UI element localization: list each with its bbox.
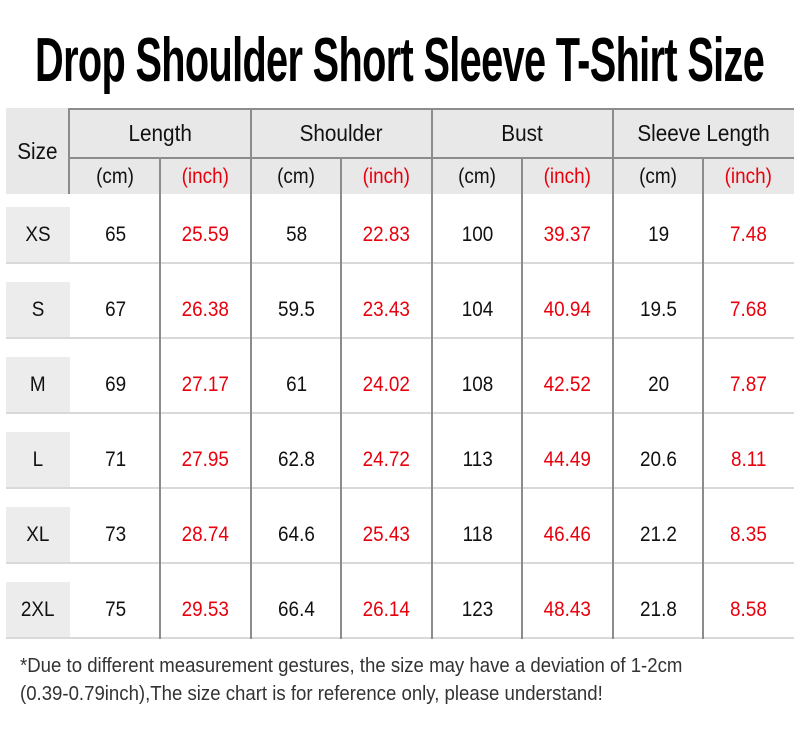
unit-header-inch: (inch) <box>160 159 251 194</box>
unit-header-cm: (cm) <box>251 159 342 194</box>
footnote-line-1: *Due to different measurement gestures, … <box>20 655 683 677</box>
value-cell: 26.38 <box>160 282 251 339</box>
column-divider <box>702 159 704 639</box>
size-label: XS <box>6 207 70 264</box>
value-cell: 113 <box>432 432 523 489</box>
value-cell: 118 <box>432 507 523 564</box>
size-label: M <box>6 357 70 414</box>
page-title: Drop Shoulder Short Sleeve T-Shirt Size <box>0 0 800 108</box>
size-label: 2XL <box>6 582 70 639</box>
value-cell: 26.14 <box>341 582 432 639</box>
value-cell: 8.58 <box>703 582 794 639</box>
column-divider <box>431 108 433 639</box>
value-cell: 24.72 <box>341 432 432 489</box>
value-cell: 7.48 <box>703 207 794 264</box>
value-cell: 40.94 <box>522 282 613 339</box>
unit-header-inch: (inch) <box>703 159 794 194</box>
page-title-text: Drop Shoulder Short Sleeve T-Shirt Size <box>35 25 765 95</box>
header-size: Size <box>6 108 70 194</box>
value-cell: 24.02 <box>341 357 432 414</box>
value-cell: 29.53 <box>160 582 251 639</box>
column-divider <box>340 159 342 639</box>
value-cell: 21.2 <box>613 507 704 564</box>
header-group-bust: Bust <box>432 108 613 159</box>
value-cell: 64.6 <box>251 507 342 564</box>
value-cell: 19.5 <box>613 282 704 339</box>
value-cell: 61 <box>251 357 342 414</box>
value-cell: 123 <box>432 582 523 639</box>
value-cell: 25.59 <box>160 207 251 264</box>
header-group-shoulder: Shoulder <box>251 108 432 159</box>
value-cell: 100 <box>432 207 523 264</box>
value-cell: 20 <box>613 357 704 414</box>
value-cell: 19 <box>613 207 704 264</box>
value-cell: 7.68 <box>703 282 794 339</box>
column-divider <box>612 108 614 639</box>
value-cell: 48.43 <box>522 582 613 639</box>
value-cell: 66.4 <box>251 582 342 639</box>
unit-header-cm: (cm) <box>432 159 523 194</box>
footnote: *Due to different measurement gestures, … <box>20 652 800 708</box>
size-label: XL <box>6 507 70 564</box>
unit-header-cm: (cm) <box>613 159 704 194</box>
value-cell: 22.83 <box>341 207 432 264</box>
value-cell: 27.95 <box>160 432 251 489</box>
size-label: L <box>6 432 70 489</box>
value-cell: 25.43 <box>341 507 432 564</box>
value-cell: 59.5 <box>251 282 342 339</box>
value-cell: 71 <box>70 432 161 489</box>
unit-header-inch: (inch) <box>522 159 613 194</box>
value-cell: 75 <box>70 582 161 639</box>
value-cell: 42.52 <box>522 357 613 414</box>
value-cell: 108 <box>432 357 523 414</box>
unit-header-inch: (inch) <box>341 159 432 194</box>
value-cell: 65 <box>70 207 161 264</box>
footnote-line-2: (0.39-0.79inch),The size chart is for re… <box>20 683 603 705</box>
size-label: S <box>6 282 70 339</box>
value-cell: 58 <box>251 207 342 264</box>
value-cell: 46.46 <box>522 507 613 564</box>
value-cell: 7.87 <box>703 357 794 414</box>
value-cell: 104 <box>432 282 523 339</box>
value-cell: 23.43 <box>341 282 432 339</box>
header-group-length: Length <box>70 108 251 159</box>
value-cell: 27.17 <box>160 357 251 414</box>
column-divider <box>521 159 523 639</box>
value-cell: 44.49 <box>522 432 613 489</box>
value-cell: 21.8 <box>613 582 704 639</box>
value-cell: 73 <box>70 507 161 564</box>
value-cell: 69 <box>70 357 161 414</box>
value-cell: 8.35 <box>703 507 794 564</box>
column-divider <box>250 108 252 639</box>
column-divider <box>159 159 161 639</box>
value-cell: 20.6 <box>613 432 704 489</box>
value-cell: 67 <box>70 282 161 339</box>
value-cell: 28.74 <box>160 507 251 564</box>
value-cell: 39.37 <box>522 207 613 264</box>
value-cell: 8.11 <box>703 432 794 489</box>
unit-header-cm: (cm) <box>70 159 161 194</box>
size-table: Size Length Shoulder Bust Sleeve Length … <box>6 108 794 639</box>
header-group-sleeve-length: Sleeve Length <box>613 108 794 159</box>
value-cell: 62.8 <box>251 432 342 489</box>
